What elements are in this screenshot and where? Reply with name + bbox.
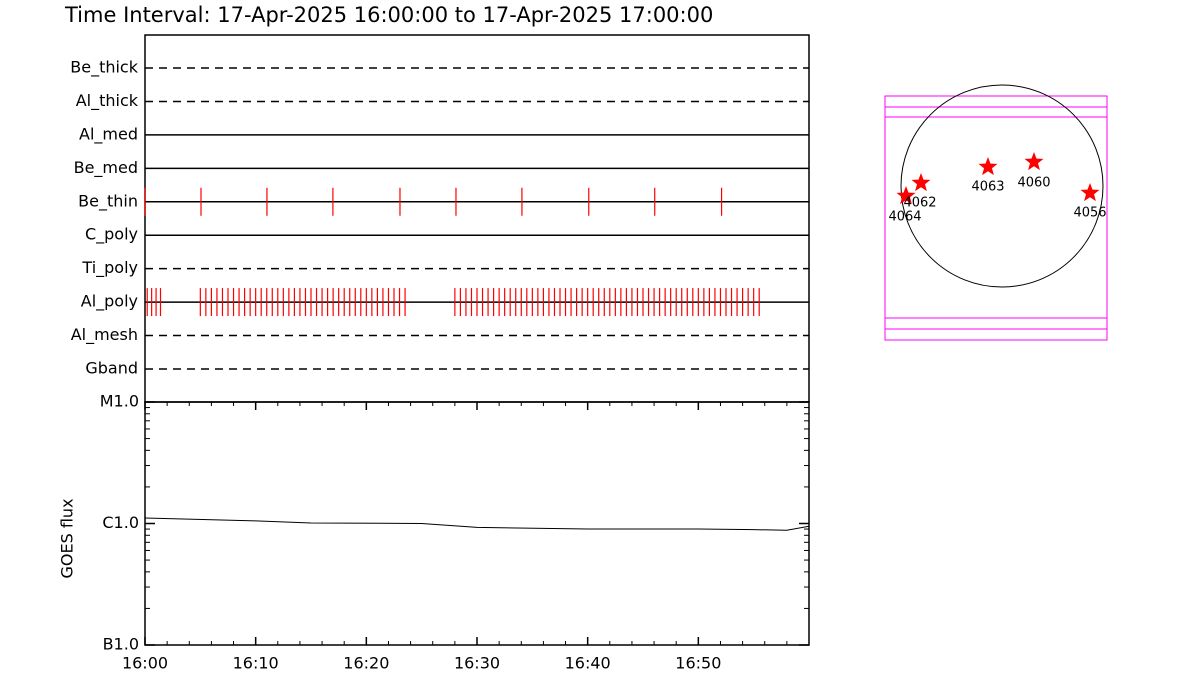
x-tick-label: 16:00: [122, 654, 168, 673]
row-label: Al_thick: [76, 91, 139, 111]
x-tick-label: 16:10: [233, 654, 279, 673]
x-tick-label: 16:50: [675, 654, 721, 673]
goes-line: [144, 517, 810, 531]
region-label: 4062: [903, 196, 936, 211]
row-label: Ti_poly: [81, 258, 138, 278]
row-label: Al_med: [79, 124, 138, 144]
region-star: [1080, 183, 1100, 202]
region-label: 4063: [971, 180, 1004, 195]
region-star: [978, 157, 998, 176]
row-label: Gband: [85, 358, 138, 377]
x-tick-label: 16:40: [565, 654, 611, 673]
title: Time Interval: 17-Apr-2025 16:00:00 to 1…: [64, 3, 713, 27]
event-panel: [144, 34, 810, 403]
region-label: 4056: [1073, 206, 1106, 221]
x-tick-label: 16:20: [343, 654, 389, 673]
y-tick-label: B1.0: [103, 635, 139, 654]
region-star: [911, 173, 931, 192]
region-star: [896, 186, 916, 205]
y-axis-label: GOES flux: [58, 498, 77, 578]
x-tick-label: 16:30: [454, 654, 500, 673]
row-label: Al_mesh: [71, 325, 138, 345]
y-tick-label: C1.0: [102, 513, 139, 532]
map-frame: [884, 95, 1108, 341]
region-star: [1024, 152, 1044, 171]
region-label: 4060: [1017, 176, 1050, 191]
row-label: C_poly: [85, 225, 138, 245]
row-label: Be_thick: [70, 58, 138, 78]
y-tick-label: M1.0: [100, 392, 139, 411]
row-label: Be_thin: [78, 191, 138, 211]
row-label: Al_poly: [81, 292, 138, 312]
row-label: Be_med: [74, 158, 138, 178]
region-label: 4064: [888, 210, 921, 225]
solar-disk: [900, 84, 1104, 288]
plot-frame: [144, 401, 810, 646]
